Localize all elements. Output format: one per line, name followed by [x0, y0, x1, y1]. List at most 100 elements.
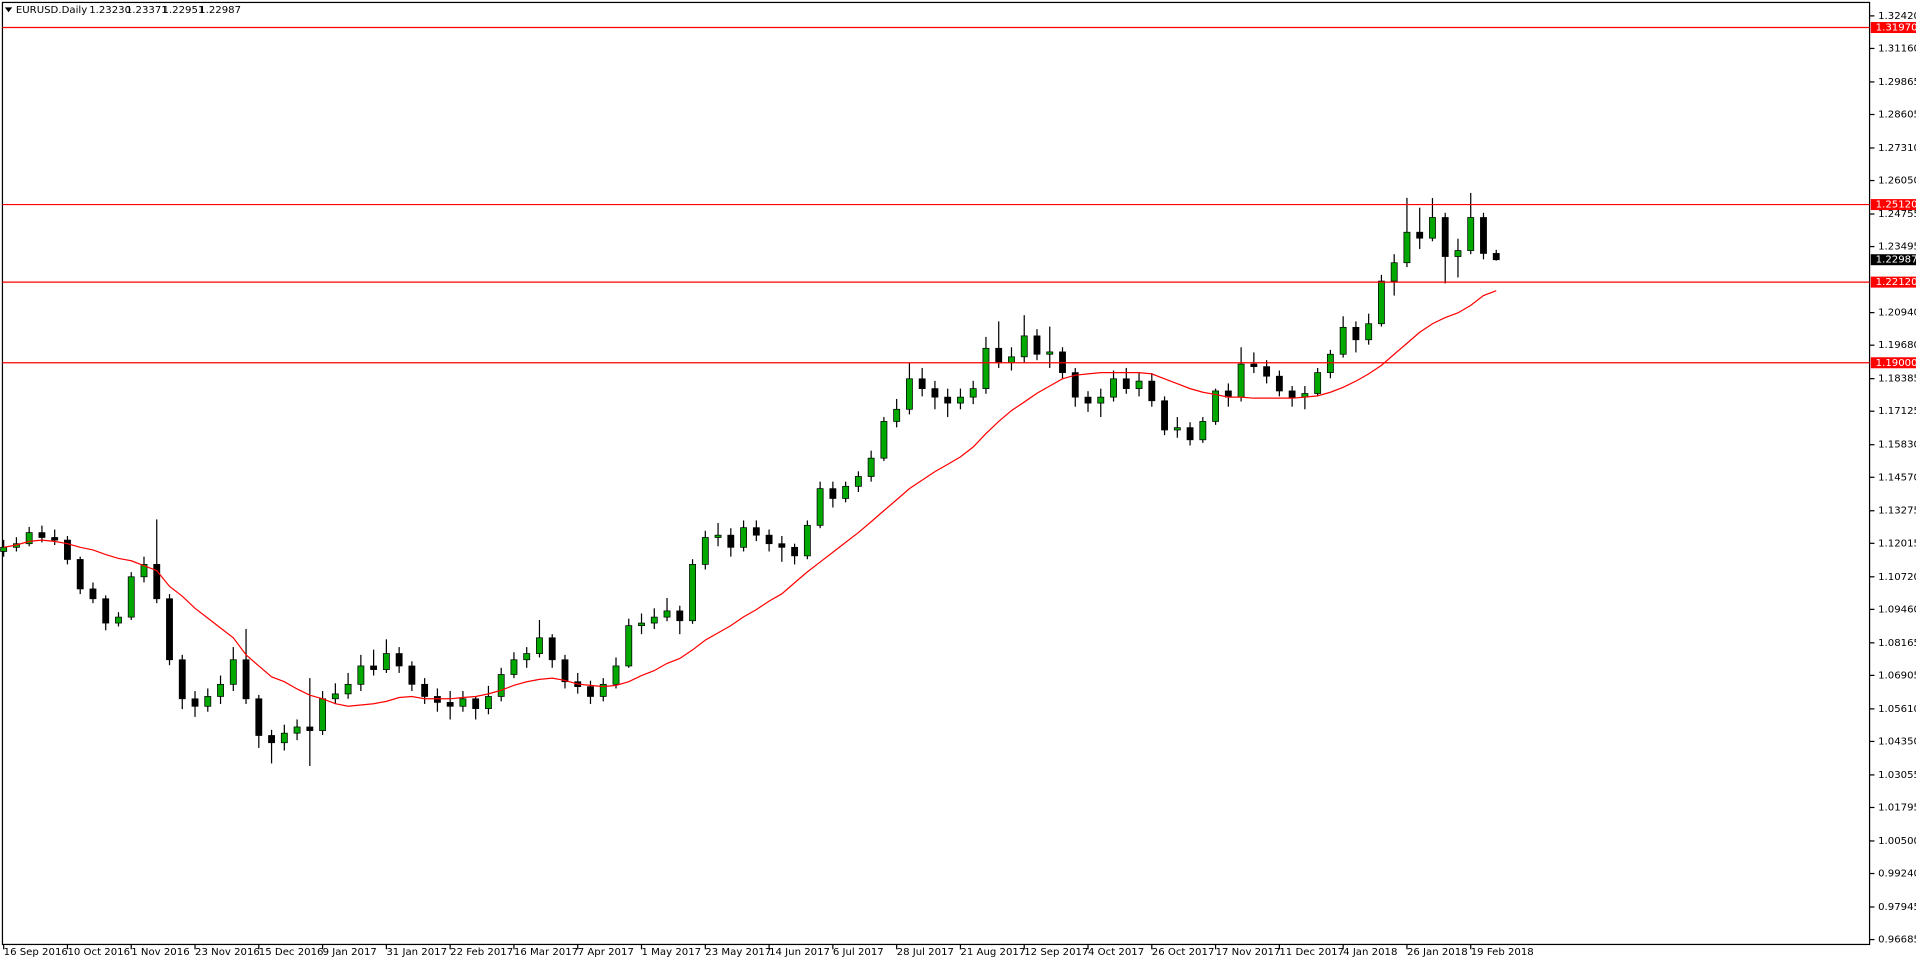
level-price-box: [1870, 357, 1916, 369]
y-tick-label: 1.13275: [1878, 506, 1916, 517]
candle-body: [153, 564, 161, 600]
x-tick-label: 21 Aug 2017: [960, 947, 1025, 958]
y-tick-label: 1.29865: [1878, 77, 1916, 88]
bid-price-label: 1.22987: [1876, 255, 1916, 266]
candle-body: [1135, 380, 1143, 389]
y-tick-label: 0.97945: [1878, 902, 1916, 913]
moving-average: [3, 290, 1497, 707]
candle-body: [931, 388, 939, 398]
x-tick-label: 31 Jan 2017: [386, 947, 447, 958]
x-tick-label: 11 Dec 2017: [1279, 947, 1344, 958]
menu-arrow[interactable]: [4, 7, 13, 13]
candle-body: [1275, 375, 1283, 392]
candle-body: [1390, 262, 1398, 282]
candle-body: [1326, 353, 1334, 373]
candle-body: [459, 698, 467, 707]
candle-body: [918, 378, 926, 389]
level-price-label: 1.22120: [1876, 277, 1916, 288]
candle-body: [1008, 356, 1015, 364]
candle-body: [319, 698, 327, 731]
level-price-label: 1.25120: [1876, 200, 1916, 211]
x-tick-label: 4 Oct 2017: [1088, 947, 1144, 958]
candle-body: [1454, 250, 1462, 257]
candle-body: [561, 659, 569, 683]
x-tick-label: 26 Jan 2018: [1407, 947, 1468, 958]
candle-body: [344, 683, 352, 695]
x-tick-label: 17 Nov 2017: [1216, 947, 1281, 958]
symbol-title: EURUSD.Daily: [16, 5, 87, 16]
header-value: 1.23230: [89, 5, 131, 16]
candle-body: [204, 696, 212, 707]
candle-body: [944, 396, 952, 404]
candle-body: [382, 653, 390, 670]
y-tick-label: 1.14570: [1878, 472, 1916, 483]
candle-body: [1148, 380, 1156, 402]
candle-body: [102, 598, 110, 624]
candle-body: [867, 457, 875, 477]
header-value: 1.22987: [199, 5, 241, 16]
level-price-box: [1870, 22, 1916, 34]
y-tick-label: 1.06905: [1878, 670, 1916, 681]
y-tick-label: 1.20940: [1878, 308, 1916, 319]
candle-body: [1250, 363, 1258, 368]
candle-body: [1033, 335, 1041, 355]
candle-body: [727, 534, 735, 548]
y-tick-label: 0.96685: [1878, 935, 1916, 946]
candle-body: [1110, 378, 1117, 398]
candle-body: [982, 347, 990, 389]
candle-body: [701, 537, 709, 565]
candle-body: [1186, 427, 1194, 441]
candle-body: [1352, 326, 1360, 341]
candle-body: [1161, 400, 1168, 431]
candle-body: [64, 539, 71, 560]
candle-body: [408, 665, 416, 685]
y-tick-label: 1.19680: [1878, 340, 1916, 351]
candle-body: [1492, 253, 1500, 261]
candle-body: [957, 396, 964, 404]
candle-body: [905, 378, 913, 410]
candle-body: [370, 665, 378, 670]
candle-body: [536, 637, 543, 654]
x-tick-label: 23 Nov 2016: [195, 947, 260, 958]
candle-body: [115, 616, 122, 624]
candle-body: [880, 421, 888, 459]
candle-body: [421, 683, 429, 697]
candle-body: [1046, 351, 1054, 355]
y-tick-label: 1.08165: [1878, 638, 1916, 649]
candle-body: [1441, 217, 1449, 257]
y-tick-label: 1.04350: [1878, 736, 1916, 747]
x-tick-label: 19 Feb 2018: [1471, 947, 1534, 958]
y-tick-label: 1.32420: [1878, 11, 1916, 22]
candle-body: [689, 564, 696, 622]
candle-body: [548, 637, 556, 661]
candle-body: [331, 693, 339, 700]
candle-body: [280, 732, 288, 744]
candle-body: [1263, 366, 1271, 377]
x-tick-label: 14 Jun 2017: [769, 947, 830, 958]
level-price-box: [1870, 199, 1916, 211]
level-price-box: [1870, 276, 1916, 288]
candle-body: [76, 559, 84, 590]
candle-body: [1288, 390, 1296, 398]
candle-body: [485, 696, 492, 709]
candle-body: [242, 659, 250, 700]
candle-body: [306, 726, 314, 731]
candle-body: [638, 622, 645, 627]
candle-body: [51, 537, 59, 541]
candle-body: [510, 659, 518, 675]
candle-body: [778, 543, 786, 548]
candle-body: [255, 698, 263, 736]
candle-body: [1020, 335, 1028, 358]
candle-body: [1365, 323, 1373, 341]
candle-body: [268, 735, 275, 744]
candle-body: [523, 653, 531, 661]
x-tick-label: 23 May 2017: [705, 947, 771, 958]
header-value: 1.22951: [163, 5, 205, 16]
candle-body: [357, 665, 365, 685]
candle-body: [893, 408, 901, 422]
candle-body: [1237, 363, 1245, 398]
candle-body: [166, 598, 173, 661]
candle-body: [969, 388, 977, 398]
